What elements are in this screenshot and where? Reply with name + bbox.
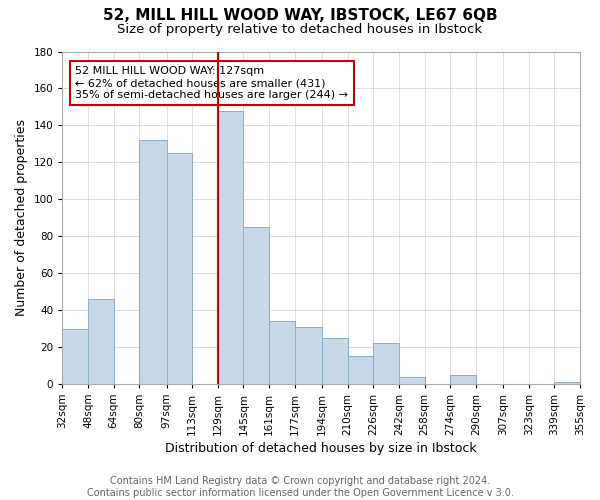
X-axis label: Distribution of detached houses by size in Ibstock: Distribution of detached houses by size … (166, 442, 477, 455)
Bar (373, 344, 399, 384)
Text: 52 MILL HILL WOOD WAY: 127sqm
← 62% of detached houses are smaller (431)
35% of : 52 MILL HILL WOOD WAY: 127sqm ← 62% of d… (75, 66, 348, 100)
Bar (399, 376, 425, 384)
Text: Size of property relative to detached houses in Ibstock: Size of property relative to detached ho… (118, 22, 482, 36)
Text: 52, MILL HILL WOOD WAY, IBSTOCK, LE67 6QB: 52, MILL HILL WOOD WAY, IBSTOCK, LE67 6Q… (103, 8, 497, 22)
Bar (139, 140, 167, 384)
Bar (347, 356, 373, 384)
Bar (167, 153, 192, 384)
Bar (218, 110, 244, 384)
Bar (295, 326, 322, 384)
Bar (244, 227, 269, 384)
Y-axis label: Number of detached properties: Number of detached properties (15, 119, 28, 316)
Bar (62, 328, 88, 384)
Bar (269, 321, 295, 384)
Bar (450, 374, 476, 384)
Bar (554, 382, 580, 384)
Text: Contains HM Land Registry data © Crown copyright and database right 2024.
Contai: Contains HM Land Registry data © Crown c… (86, 476, 514, 498)
Bar (88, 299, 113, 384)
Bar (322, 338, 347, 384)
